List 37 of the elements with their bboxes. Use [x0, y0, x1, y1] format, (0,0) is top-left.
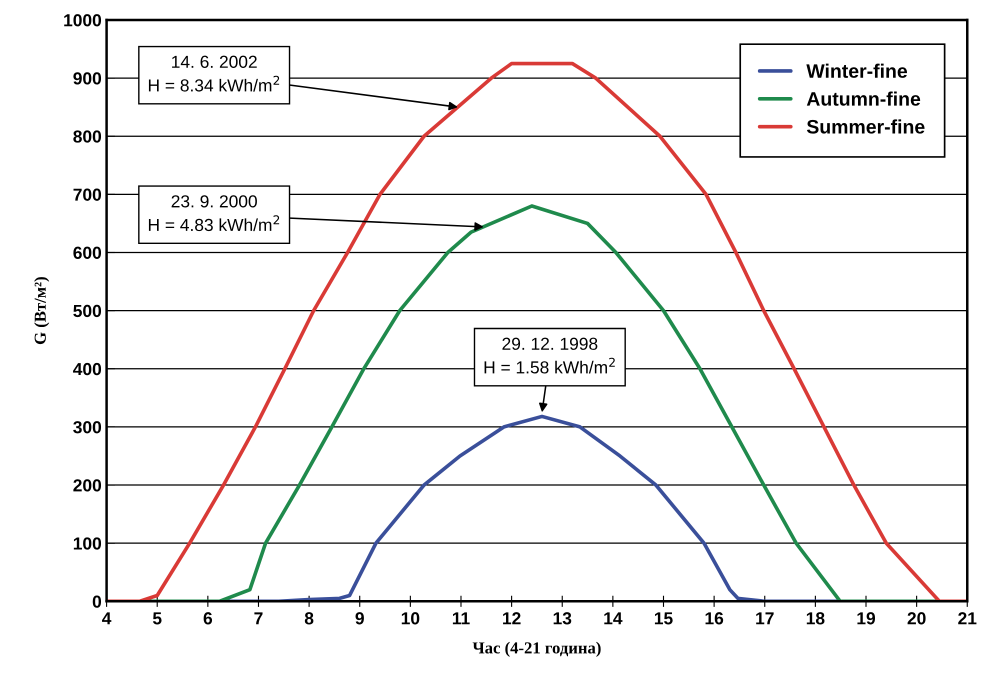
annotation: 14. 6. 2002 H = 8.34 kWh/m$^{2}$ — [148, 56, 280, 92]
annotation: 23. 9. 2000 H = 4.83 kWh/m$^{2}$ — [148, 195, 280, 232]
y-tick-label: 500 — [73, 304, 102, 318]
y-tick-label: 700 — [74, 188, 102, 201]
x-axis-title: Час (4-21 година) — [472, 642, 601, 657]
x-tick-label: 18 — [806, 612, 824, 624]
y-tick-label: 0 — [92, 595, 102, 608]
y-tick-label: 600 — [73, 246, 102, 259]
y-tick-label: 100 — [74, 537, 102, 550]
legend-label: Winter-fine — [806, 64, 908, 78]
y-axis-title: G (Вт/м²) — [34, 277, 50, 344]
legend-label: Autumn-fine — [806, 92, 920, 106]
x-tick-label: 14 — [604, 612, 622, 624]
y-tick-label: 300 — [73, 421, 102, 434]
x-tick-label: 9 — [356, 612, 364, 624]
x-tick-label: 16 — [706, 612, 724, 624]
y-tick-label: 900 — [73, 72, 102, 85]
x-tick-label: 12 — [503, 612, 521, 624]
y-tick-label: 800 — [73, 130, 102, 143]
annotation: 29. 12. 1998 H = 1.58 kWh/m$^{2}$ — [484, 338, 615, 374]
x-tick-label: 8 — [304, 612, 314, 624]
x-tick-label: 20 — [908, 612, 926, 624]
x-tick-label: 5 — [152, 612, 162, 624]
y-tick-label: 400 — [73, 362, 102, 376]
x-tick-label: 7 — [254, 612, 263, 624]
x-tick-label: 6 — [204, 612, 212, 624]
x-tick-label: 15 — [654, 612, 673, 624]
legend-label: Summer-fine — [806, 119, 925, 134]
x-tick-label: 4 — [102, 612, 112, 624]
x-tick-label: 21 — [958, 612, 976, 624]
x-tick-label: 17 — [756, 612, 774, 624]
x-tick-label: 11 — [452, 612, 470, 624]
y-tick-label: 200 — [73, 479, 102, 492]
y-tick-label: 1000 — [64, 14, 102, 26]
x-tick-label: 10 — [402, 612, 420, 624]
x-tick-label: 19 — [857, 612, 876, 624]
x-tick-label: 13 — [554, 612, 572, 625]
